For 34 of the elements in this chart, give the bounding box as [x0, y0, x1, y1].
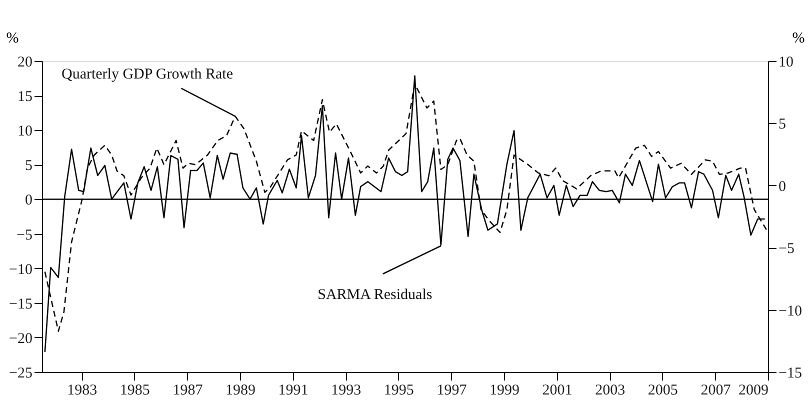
x-tick-label: 2003 [595, 382, 626, 398]
x-tick-label: 1983 [67, 382, 98, 398]
x-tick-label: 2005 [648, 382, 678, 398]
y-tick-label: 10 [18, 124, 32, 140]
y-tick-label: 20 [18, 54, 32, 70]
y2-tick-label: −10 [778, 303, 802, 320]
y-tick-label: 0 [25, 192, 32, 209]
x-tick-label: 1993 [331, 382, 362, 398]
annotation: SARMA Residuals [318, 286, 432, 303]
x-tick-label: 2001 [542, 382, 572, 398]
y-tick-label: −5 [16, 227, 32, 244]
x-tick-label: 1995 [384, 382, 414, 398]
y-tick-label: −25 [9, 366, 32, 382]
y-tick-label: 5 [25, 158, 32, 174]
y2-tick-label: 10 [778, 54, 794, 70]
x-tick-label: 2009 [738, 382, 768, 398]
y-tick-label: −15 [9, 296, 32, 312]
y2-tick-label: 5 [778, 116, 786, 133]
x-tick-label: 1997 [436, 382, 468, 398]
annotation: Quarterly GDP Growth Rate [62, 66, 234, 82]
y-axis-title: % [6, 30, 19, 46]
y-tick-label: 15 [18, 89, 32, 106]
y2-tick-label: −5 [778, 241, 794, 258]
y-tick-label: −10 [9, 262, 32, 278]
x-tick-label: 1987 [172, 382, 204, 398]
x-tick-label: 2007 [700, 382, 732, 398]
y2-axis-title: % [792, 30, 805, 46]
x-tick-label: 1989 [226, 382, 256, 398]
x-tick-label: 1991 [278, 382, 308, 398]
x-tick-label: 1985 [120, 382, 150, 398]
y-tick-label: −20 [9, 330, 32, 347]
y2-tick-label: −15 [778, 366, 802, 382]
x-tick-label: 1999 [490, 382, 520, 398]
y2-tick-label: 0 [778, 178, 786, 195]
